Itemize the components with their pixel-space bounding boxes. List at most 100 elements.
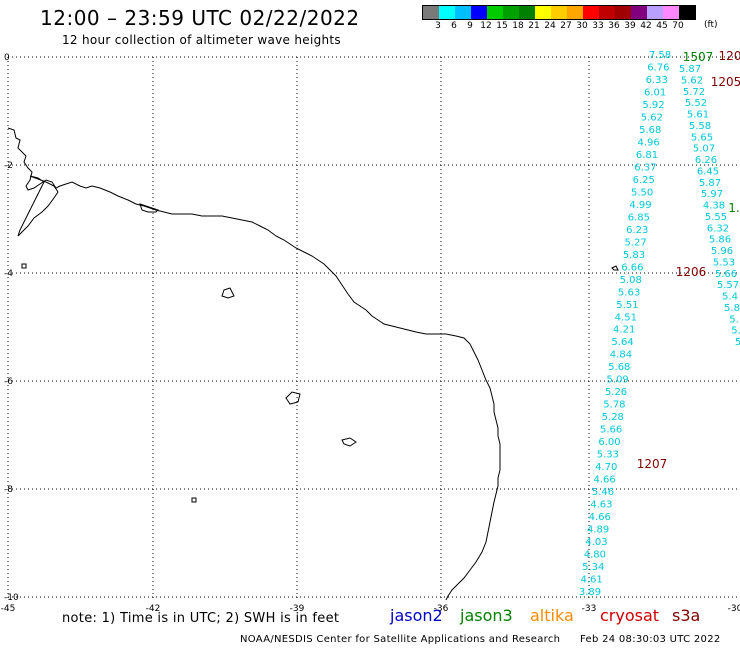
swh-value: 5.09 <box>607 375 629 386</box>
swh-value: 5.50 <box>631 187 653 198</box>
swh-value: 3.89 <box>579 587 601 598</box>
swh-value: 5.68 <box>639 125 661 136</box>
swh-value: 5.46 <box>592 487 614 498</box>
swh-value: 5.62 <box>641 112 663 123</box>
swh-value: 6.26 <box>695 155 717 166</box>
swh-value: 5.87 <box>679 64 701 75</box>
swh-value: 5.86 <box>709 235 731 246</box>
scale-swatch <box>519 6 535 19</box>
scale-swatch <box>551 6 567 19</box>
scale-swatch <box>535 6 551 19</box>
lat-label: -4 <box>4 269 13 279</box>
swh-value: 6.33 <box>646 75 668 86</box>
map-title: 12:00 – 23:59 UTC 02/22/2022 <box>40 6 360 30</box>
scale-label: 27 <box>560 21 572 31</box>
map-subtitle: 12 hour collection of altimeter wave hei… <box>62 33 341 47</box>
note-text: note: 1) Time is in UTC; 2) SWH is in fe… <box>62 611 340 626</box>
swh-value: 5.57 <box>717 280 739 291</box>
scale-label: 18 <box>512 21 524 31</box>
lon-label: -36 <box>434 604 449 614</box>
scale-label: 39 <box>624 21 636 31</box>
swh-value: 4.66 <box>589 512 611 523</box>
swh-value: 6.32 <box>707 223 729 234</box>
swh-value: 7.58 <box>649 50 671 61</box>
satellite-cryosat: cryosat <box>600 606 660 625</box>
swh-value: 5.07 <box>693 144 715 155</box>
altimeter-tracks: 7.586.766.336.015.925.625.684.966.816.37… <box>579 50 740 598</box>
swh-value: 6.01 <box>644 87 666 98</box>
lon-label: -42 <box>146 604 161 614</box>
satellite-s3a: s3a <box>672 606 701 625</box>
scale-swatch <box>471 6 487 19</box>
scale-label: 9 <box>467 21 473 31</box>
swh-value: 5.96 <box>711 246 733 257</box>
swh-value: 5.97 <box>701 189 723 200</box>
scale-swatch <box>583 6 599 19</box>
scale-label: 3 <box>435 21 441 31</box>
swh-value: 5.34 <box>582 562 604 573</box>
swh-value: 6.37 <box>634 162 656 173</box>
swh-value: 6.25 <box>633 175 655 186</box>
swh-value: 5.66 <box>600 425 622 436</box>
satellite-altika: altika <box>530 606 574 625</box>
lat-label: -2 <box>4 161 13 171</box>
swh-value: 4.61 <box>580 575 602 586</box>
scale-label: 12 <box>480 21 492 31</box>
swh-value: 5.92 <box>642 100 664 111</box>
swh-value: 5.83 <box>623 250 645 261</box>
swh-value: 5.27 <box>624 237 646 248</box>
swh-value: 5.68 <box>608 362 630 373</box>
lon-label: -30 <box>728 604 740 614</box>
swh-value: 5.66 <box>715 269 737 280</box>
swh-value: 5.63 <box>618 287 640 298</box>
lat-label: 0 <box>4 53 10 63</box>
scale-swatch <box>439 6 455 19</box>
scale-label: 30 <box>576 21 588 31</box>
swh-value: 4.21 <box>613 325 635 336</box>
time-marker: 1206 <box>676 265 707 279</box>
swh-value: 5.87 <box>699 178 721 189</box>
swh-value: 5. <box>729 314 739 325</box>
swh-value: 5.52 <box>685 98 707 109</box>
swh-value: 4.70 <box>595 462 617 473</box>
swh-value: 5. <box>731 326 740 337</box>
swh-value: 6.45 <box>697 166 719 177</box>
axis-labels: -45 -42 -39 -36 -33 -30 0 -2 -4 -6 -8 -10 <box>1 53 740 614</box>
scale-swatch <box>599 6 615 19</box>
swh-value: 6.66 <box>621 262 643 273</box>
scale-label: 21 <box>528 21 540 31</box>
swh-value: 5.64 <box>611 337 633 348</box>
swh-value: 5.26 <box>605 387 627 398</box>
time-marker: 1205 <box>711 75 740 89</box>
scale-swatch <box>567 6 583 19</box>
scale-label: 70 <box>672 21 684 31</box>
swh-value: 5.51 <box>616 300 638 311</box>
time-markers: 1507 1205 120 1. 1206 1207 <box>637 49 740 471</box>
swh-value: 4.96 <box>637 137 659 148</box>
graticule <box>7 56 740 600</box>
scale-unit: (ft) <box>704 20 718 30</box>
scale-swatch <box>647 6 663 19</box>
swh-value: 4.51 <box>615 312 637 323</box>
swh-value: 6.81 <box>636 150 658 161</box>
time-marker: 1207 <box>637 457 668 471</box>
time-marker: 120 <box>719 49 740 63</box>
scale-label: 42 <box>640 21 652 31</box>
scale-swatch <box>663 6 679 19</box>
swh-value: 6.76 <box>647 62 669 73</box>
scale-label: 36 <box>608 21 620 31</box>
swh-value: 4.80 <box>584 550 606 561</box>
swh-value: 6.85 <box>628 212 650 223</box>
swh-value: 4.38 <box>703 201 725 212</box>
agency-text: NOAA/NESDIS Center for Satellite Applica… <box>240 634 561 645</box>
swh-value: 4.63 <box>590 500 612 511</box>
lon-label: -33 <box>582 604 597 614</box>
swh-value: 5.62 <box>681 75 703 86</box>
swh-value: 5.4 <box>722 292 738 303</box>
scale-swatch <box>423 6 439 19</box>
swh-value: 5.58 <box>689 121 711 132</box>
lon-label: -45 <box>1 604 16 614</box>
scale-swatch <box>615 6 631 19</box>
swh-value: 4.99 <box>629 200 651 211</box>
